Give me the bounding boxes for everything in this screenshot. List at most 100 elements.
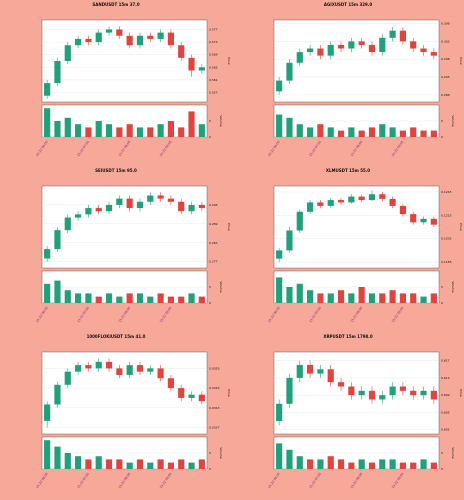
volume-bar [157,459,164,469]
x-tick-label: 11-22 07:00 [76,140,90,157]
volume-bar [178,459,185,469]
x-tick-label: 11-22 07:00 [308,472,322,489]
y-tick-label: 0.1205 [441,237,452,241]
volume-bar [348,293,355,303]
y-tick-label: 0.303 [441,39,450,43]
candle-body [286,230,293,251]
candle-body [54,61,61,84]
candle-body [198,204,205,209]
candle-body [75,365,82,372]
x-tick-label: 11-22 08:00 [118,140,132,157]
volume-bar [116,127,123,137]
candle-body [105,361,113,369]
x-tick-label: 11-22 09:00 [159,140,173,157]
volume-bar [198,296,205,303]
candle-body [389,30,396,38]
candle-body [188,57,195,71]
candle-body [399,30,406,42]
volume-tick-label: 5 [441,451,443,455]
volume-bar [126,462,133,469]
volume-bar [64,290,71,303]
volume-bar [75,293,82,303]
volume-bar [116,459,123,469]
volume-bar [307,290,314,303]
volume-bar [307,127,314,137]
candle-body [157,368,164,379]
volume-bar [296,456,303,469]
volume-bar [44,283,51,303]
candle-body [410,214,417,223]
volume-bar [337,459,345,469]
volume-bar [178,127,185,137]
volume-bar [136,293,144,303]
volume-bar [85,459,92,469]
volume-bar [75,124,82,137]
candle-body [116,29,123,36]
candle-body [188,204,195,212]
candle-body [337,200,345,203]
volume-bar [54,280,61,303]
candle-body [64,45,71,61]
volume-bar [95,121,102,137]
y-tick-label: 0.557 [209,91,218,95]
volume-bar [348,127,355,137]
x-tick-label: 11-22 06:00 [267,472,281,489]
candle-body [389,198,396,206]
volume-bar [399,462,406,469]
volume-bar [178,296,185,303]
candle-body [420,218,427,223]
volume-bar [64,117,71,137]
candle-body [276,250,283,259]
candle-body [430,390,437,400]
candle-body [85,208,92,215]
volume-bar [410,293,417,303]
volume-bar [188,462,195,469]
volume-bar [286,117,293,137]
candle-body [307,202,314,212]
candle-body [389,386,396,396]
candle-body [126,35,133,46]
candle-body [348,386,355,396]
volume-bar [147,296,154,303]
candle-body [95,208,102,212]
volume-bar [317,293,324,303]
y-axis-label: Price [227,57,231,64]
y-tick-label: 0.293 [441,75,450,79]
y-axis-label: Price [227,389,231,396]
y-tick-label: 0.1225 [441,213,452,217]
volume-bar [430,462,437,469]
y-tick-label: 0.295 [209,203,218,207]
candle-body [307,364,314,374]
x-tick-label: 11-22 08:00 [350,140,364,157]
y-tick-label: 0.283 [209,241,218,245]
candle-body [54,384,61,405]
candle-body [379,37,386,53]
volume-axis-label: Volume [219,447,223,458]
volume-bar [389,127,396,137]
y-tick-label: 0.288 [441,93,450,97]
volume-bar [198,459,205,469]
volume-bar [44,108,51,137]
volume-bar [105,459,113,469]
candle-body [178,388,185,398]
volume-bar [276,443,283,469]
candle-body [105,204,113,212]
volume-bar [157,124,164,137]
candle-body [348,196,355,203]
chart-title: SEIUSDT 15m 95.0 [95,168,137,173]
volume-axis-label: Volume [219,115,223,126]
y-tick-label: 0.277 [209,260,218,264]
volume-bar [95,456,102,469]
x-tick-label: 11-22 06:00 [35,306,49,323]
x-tick-label: 11-22 06:00 [35,472,49,489]
volume-bar [420,130,427,137]
volume-bar [105,124,113,137]
candle-body [420,48,427,53]
volume-axis-label: Volume [219,281,223,292]
x-tick-label: 11-22 09:00 [391,140,405,157]
x-tick-label: 11-22 08:00 [350,306,364,323]
candle-body [44,404,51,421]
candle-body [44,249,51,259]
candle-body [126,198,133,209]
volume-bar [399,130,406,137]
